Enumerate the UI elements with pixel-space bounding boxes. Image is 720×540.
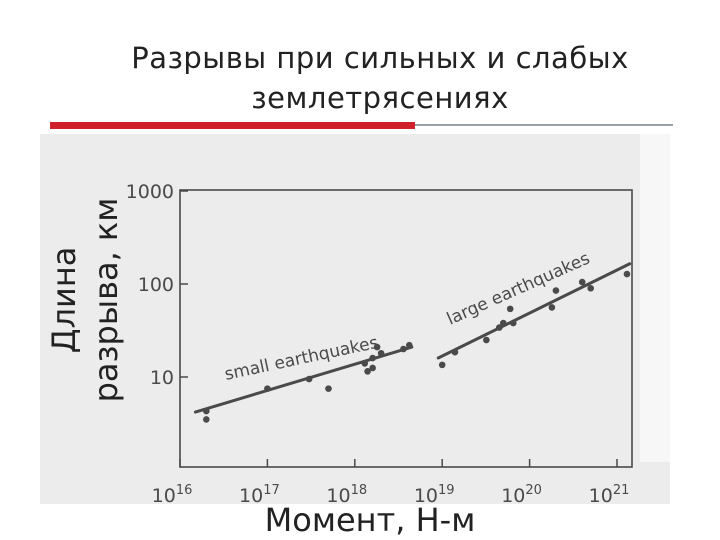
- data-point-large: [578, 278, 586, 286]
- x-tick-label: 1017: [239, 483, 280, 507]
- x-tick-label: 1018: [326, 483, 367, 507]
- data-point-small: [369, 364, 376, 372]
- data-point-small: [377, 349, 385, 357]
- plot-frame: [179, 189, 633, 468]
- data-point-small: [203, 416, 210, 423]
- data-point-small: [361, 360, 369, 367]
- x-tick-label: 1016: [152, 483, 193, 507]
- x-tick-label: 1021: [589, 483, 630, 507]
- data-point-small: [203, 407, 210, 415]
- chart-background: [40, 134, 670, 504]
- title-underline-accent: [50, 122, 415, 129]
- x-tick-label: 1020: [501, 483, 542, 507]
- data-point-small: [400, 345, 407, 353]
- data-point-large: [552, 287, 560, 294]
- chart-edge-strip: [640, 134, 670, 462]
- data-point-small: [364, 368, 371, 375]
- data-point-large: [623, 270, 631, 278]
- data-point-small: [325, 385, 332, 392]
- series-label-small: small earthquakes: [223, 333, 380, 385]
- data-point-large: [495, 324, 503, 331]
- slide-title-line-1: Разрывы при сильных и слабых: [131, 41, 629, 75]
- data-point-small: [305, 375, 313, 383]
- data-point-large: [548, 304, 556, 311]
- y-tick-label: 10: [150, 367, 174, 389]
- slide-title: Разрывы при сильных и слабых землетрясен…: [60, 38, 700, 118]
- fit-line-large: [436, 262, 632, 360]
- data-point-large: [438, 361, 446, 369]
- data-point-small: [405, 341, 413, 349]
- y-axis-title: Длина разрыва, км: [40, 160, 130, 440]
- data-point-large: [499, 319, 507, 327]
- y-axis-title-line-1: Длина: [45, 246, 83, 354]
- y-axis-title-text: Длина разрыва, км: [43, 198, 127, 403]
- y-axis-title-line-2: разрыва, км: [87, 197, 125, 403]
- data-point-large: [509, 319, 517, 327]
- data-point-large: [587, 284, 594, 292]
- data-point-small: [373, 343, 381, 351]
- data-point-small: [264, 385, 271, 392]
- data-point-large: [506, 305, 514, 313]
- slide-title-line-2: землетрясениях: [251, 81, 509, 115]
- x-tick-label: 1019: [414, 483, 455, 507]
- x-axis-title: Момент, Н-м: [264, 501, 476, 539]
- data-point-small: [369, 354, 376, 362]
- title-underline-rule: [415, 124, 673, 126]
- y-tick-label: 1000: [126, 181, 174, 203]
- data-point-large: [451, 348, 459, 356]
- y-tick-label: 100: [138, 274, 174, 296]
- data-point-large: [483, 336, 490, 344]
